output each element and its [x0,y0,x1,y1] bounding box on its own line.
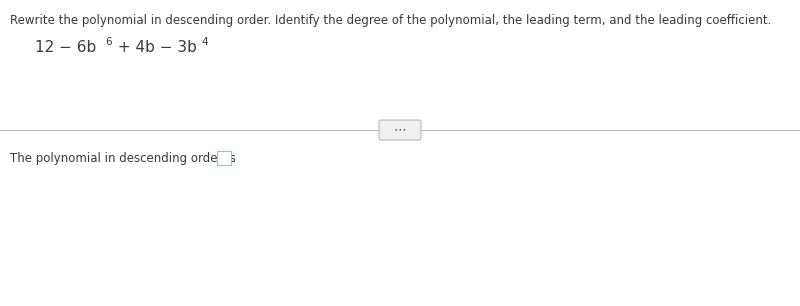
FancyBboxPatch shape [217,151,231,165]
Text: ⋯: ⋯ [394,124,406,136]
Text: The polynomial in descending order is: The polynomial in descending order is [10,152,239,165]
Text: 6: 6 [105,37,112,47]
Text: .: . [232,152,236,165]
Text: Rewrite the polynomial in descending order. Identify the degree of the polynomia: Rewrite the polynomial in descending ord… [10,14,771,27]
Text: + 4b − 3b: + 4b − 3b [113,40,197,55]
FancyBboxPatch shape [379,120,421,140]
Text: 4: 4 [201,37,208,47]
Text: 12 − 6b: 12 − 6b [35,40,96,55]
